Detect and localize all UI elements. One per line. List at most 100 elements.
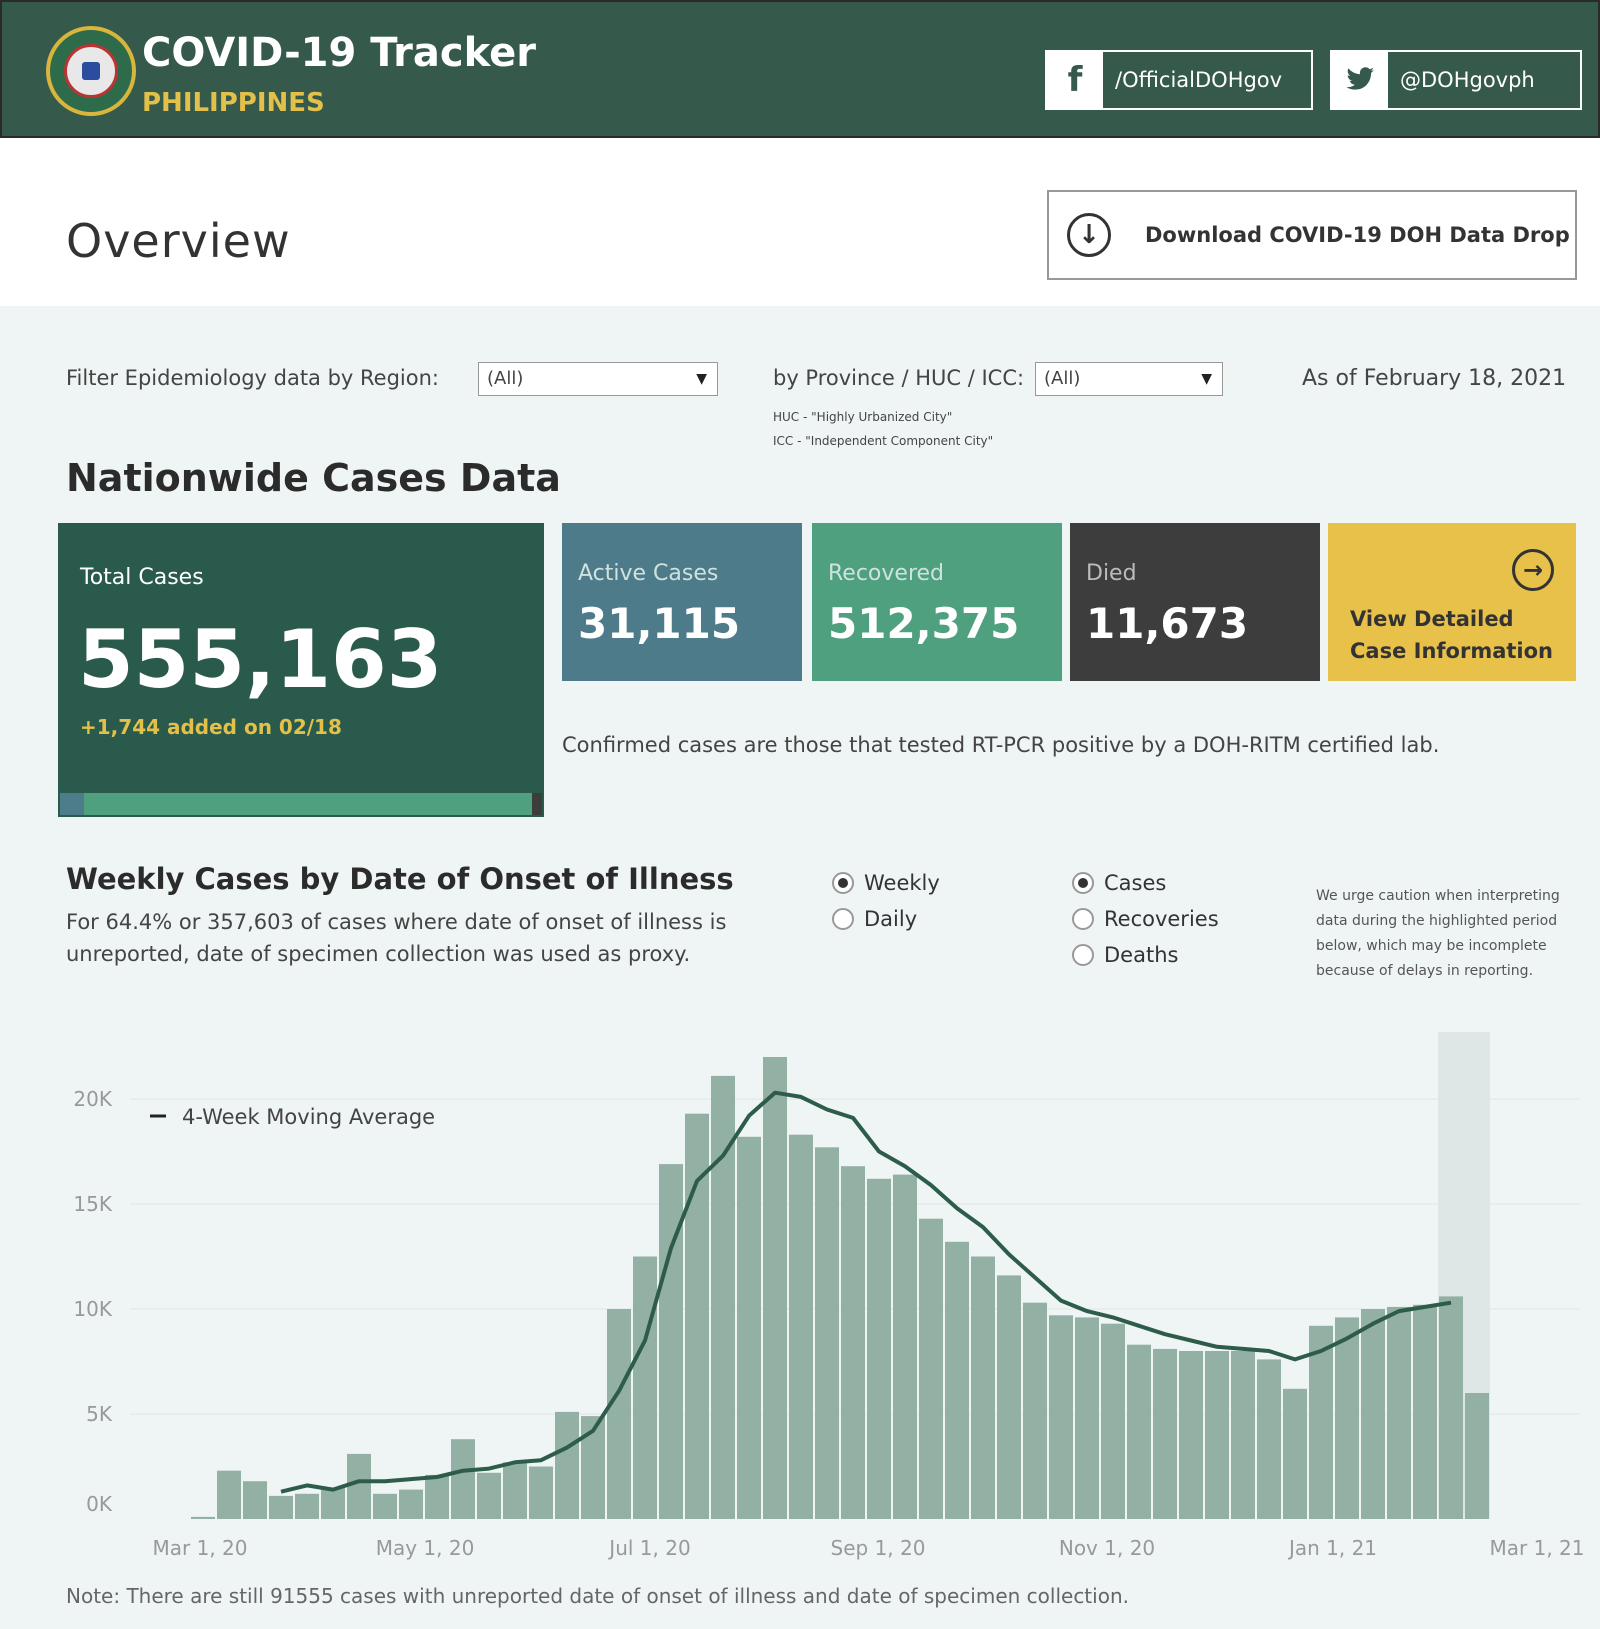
active-cases-label: Active Cases	[578, 561, 719, 586]
download-data-button[interactable]: ↓ Download COVID-19 DOH Data Drop	[1047, 190, 1577, 280]
chart-bar	[529, 1466, 553, 1519]
chart-bar	[1231, 1351, 1255, 1519]
radio-deaths-label: Deaths	[1104, 943, 1179, 967]
chart-bar	[1153, 1348, 1177, 1519]
chart-bar	[373, 1493, 397, 1519]
chart-bar	[581, 1416, 605, 1519]
province-filter-select[interactable]: (All) ▼	[1035, 362, 1223, 396]
icc-note: ICC - "Independent Component City"	[773, 434, 994, 448]
recovered-value: 512,375	[828, 599, 1020, 648]
active-cases-value: 31,115	[578, 599, 741, 648]
chevron-down-icon: ▼	[1201, 371, 1212, 387]
chart-bar	[503, 1462, 527, 1519]
radio-unselected-icon	[1072, 908, 1094, 930]
chart-bar	[1049, 1315, 1073, 1519]
facebook-icon: f	[1047, 52, 1103, 108]
chart-bar	[607, 1309, 631, 1519]
view-detailed-case-button[interactable]: → View Detailed Case Information	[1328, 523, 1576, 681]
chart-bar	[659, 1164, 683, 1519]
chart-bar	[1439, 1296, 1463, 1519]
page-title: Overview	[66, 214, 291, 268]
x-tick-label: Sep 1, 20	[831, 1536, 926, 1560]
twitter-handle: @DOHgovph	[1400, 68, 1535, 92]
radio-deaths[interactable]: Deaths	[1072, 943, 1178, 967]
moving-average-line	[280, 1090, 1452, 1494]
chart-bar	[1023, 1302, 1047, 1519]
chart-bar	[217, 1470, 241, 1519]
view-detailed-label: View Detailed Case Information	[1350, 607, 1553, 663]
weekly-chart-description: For 64.4% or 357,603 of cases where date…	[66, 910, 727, 966]
chart-bar	[841, 1166, 865, 1519]
download-label: Download COVID-19 DOH Data Drop	[1145, 223, 1570, 247]
chart-bar	[867, 1178, 891, 1519]
chart-bar	[1335, 1317, 1359, 1519]
chart-bar	[633, 1256, 657, 1519]
x-tick-label: Nov 1, 20	[1059, 1536, 1155, 1560]
legend-label: 4-Week Moving Average	[182, 1105, 435, 1129]
case-breakdown-died	[532, 793, 542, 815]
facebook-link[interactable]: f /OfficialDOHgov	[1045, 50, 1313, 110]
case-breakdown-active	[60, 793, 84, 815]
chart-bar	[191, 1516, 215, 1519]
weekly-cases-chart: 0K 5K 10K 15K 20K Mar 1, 20 May 1, 20 Jul 1, 20…	[73, 1032, 1585, 1560]
chart-bar	[1309, 1325, 1333, 1519]
radio-cases[interactable]: Cases	[1072, 871, 1166, 895]
province-filter-label: by Province / HUC / ICC:	[773, 366, 1025, 390]
nationwide-title: Nationwide Cases Data	[66, 456, 561, 500]
region-filter-label: Filter Epidemiology data by Region:	[66, 366, 439, 390]
chart-bar	[737, 1136, 761, 1519]
radio-weekly[interactable]: Weekly	[832, 871, 940, 895]
chart-bar	[1361, 1309, 1385, 1519]
x-tick-label: Jan 1, 21	[1287, 1536, 1377, 1560]
weekly-chart-title: Weekly Cases by Date of Onset of Illness	[66, 862, 734, 896]
chart-bar	[269, 1495, 293, 1519]
radio-cases-label: Cases	[1104, 871, 1167, 895]
x-tick-label: Mar 1, 21	[1490, 1536, 1585, 1560]
chart-bar	[243, 1481, 267, 1519]
region-filter-select[interactable]: (All) ▼	[478, 362, 718, 396]
chart-bar	[295, 1493, 319, 1519]
radio-weekly-label: Weekly	[864, 871, 940, 895]
doh-logo	[46, 26, 136, 116]
radio-unselected-icon	[832, 908, 854, 930]
chart-bar	[399, 1489, 423, 1519]
province-filter-value: (All)	[1044, 368, 1081, 389]
recovered-label: Recovered	[828, 561, 945, 586]
chart-bar	[451, 1439, 475, 1519]
chart-bar	[789, 1134, 813, 1519]
radio-unselected-icon	[1072, 944, 1094, 966]
chart-bar	[1075, 1317, 1099, 1519]
twitter-icon	[1332, 52, 1388, 108]
footnote: Note: There are still 91555 cases with u…	[66, 1584, 1129, 1608]
chart-bar	[1127, 1344, 1151, 1519]
overview-section: Overview ↓ Download COVID-19 DOH Data Dr…	[0, 138, 1600, 306]
total-cases-value: 555,163	[78, 613, 443, 706]
radio-recoveries[interactable]: Recoveries	[1072, 907, 1219, 931]
app-subtitle: PHILIPPINES	[142, 88, 325, 118]
case-breakdown-bar	[60, 793, 534, 815]
x-tick-label: Mar 1, 20	[153, 1536, 248, 1560]
confirmed-note: Confirmed cases are those that tested RT…	[562, 733, 1440, 757]
y-tick-label: 20K	[73, 1087, 112, 1111]
as-of-date: As of February 18, 2021	[1302, 366, 1567, 391]
total-cases-card: Total Cases 555,163 +1,744 added on 02/1…	[58, 523, 544, 817]
total-cases-label: Total Cases	[80, 565, 204, 590]
chart-bar	[1205, 1351, 1229, 1519]
chart-bar	[425, 1474, 449, 1519]
chart-bar	[347, 1453, 371, 1519]
app-header: COVID-19 Tracker PHILIPPINES f /Official…	[0, 0, 1600, 138]
died-value: 11,673	[1086, 599, 1249, 648]
chart-bar	[893, 1174, 917, 1519]
chart-bar	[1387, 1306, 1411, 1519]
radio-daily-label: Daily	[864, 907, 918, 931]
radio-recoveries-label: Recoveries	[1104, 907, 1219, 931]
radio-selected-icon	[832, 872, 854, 894]
chart-bar	[1179, 1351, 1203, 1519]
arrow-right-icon: →	[1512, 549, 1554, 591]
chart-bar	[1283, 1388, 1307, 1519]
radio-daily[interactable]: Daily	[832, 907, 917, 931]
chart-bar	[555, 1411, 579, 1519]
twitter-link[interactable]: @DOHgovph	[1330, 50, 1582, 110]
died-card: Died 11,673	[1070, 523, 1320, 681]
recovered-card: Recovered 512,375	[812, 523, 1062, 681]
